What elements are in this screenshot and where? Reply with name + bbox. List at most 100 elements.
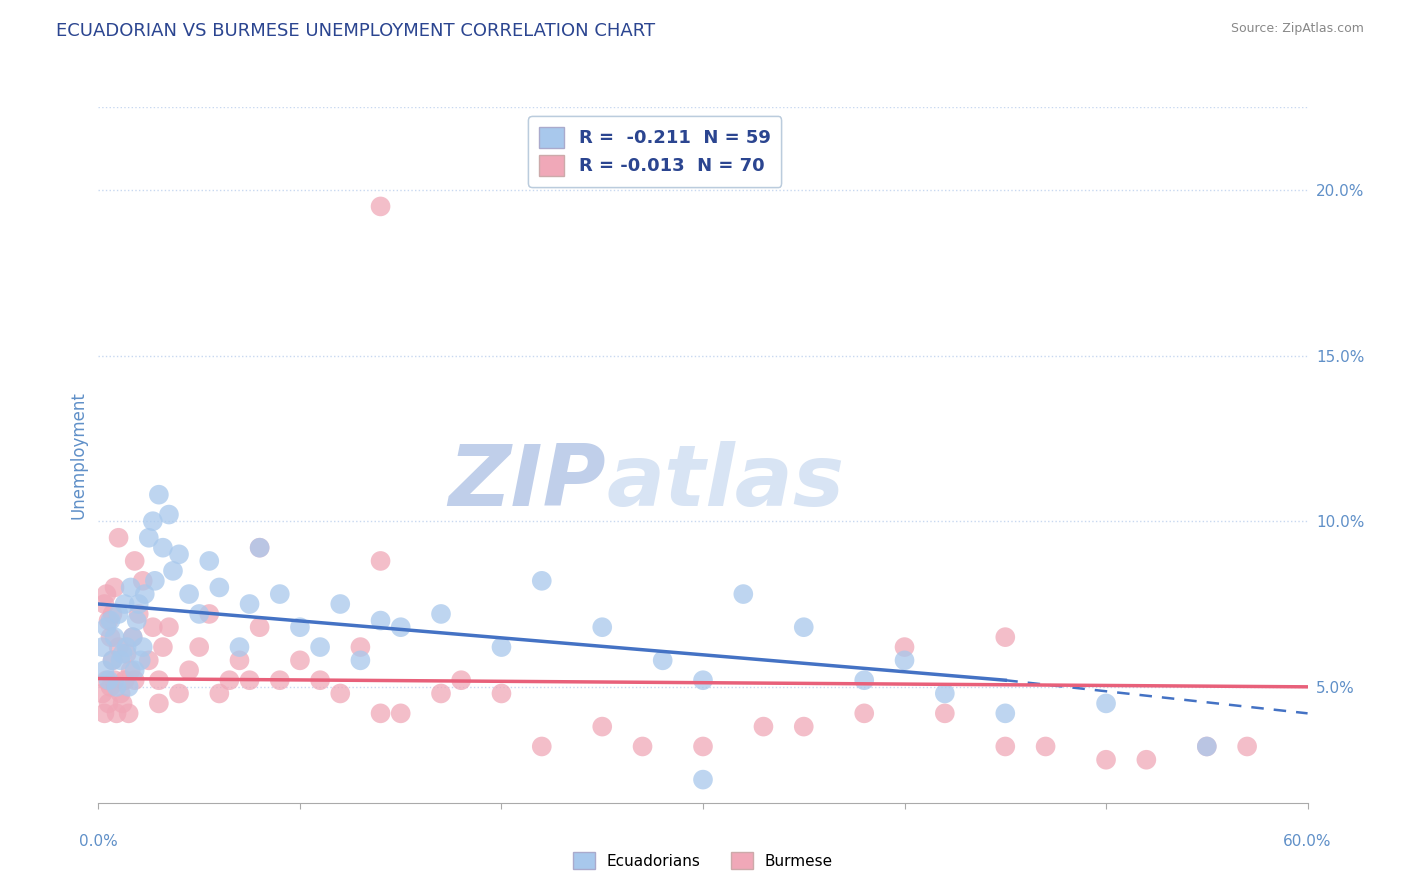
- Point: [101, 607, 124, 621]
- Point: [288, 620, 311, 634]
- Point: [167, 547, 190, 561]
- Point: [132, 640, 155, 654]
- Point: [370, 614, 392, 628]
- Legend: Ecuadorians, Burmese: Ecuadorians, Burmese: [567, 846, 839, 875]
- Point: [128, 607, 150, 621]
- Point: [370, 554, 392, 568]
- Point: [1095, 753, 1118, 767]
- Point: [793, 620, 815, 634]
- Point: [1195, 739, 1218, 754]
- Point: [97, 614, 120, 628]
- Point: [157, 620, 180, 634]
- Point: [692, 739, 714, 754]
- Point: [96, 620, 118, 634]
- Point: [430, 686, 453, 700]
- Point: [110, 686, 132, 700]
- Point: [107, 531, 129, 545]
- Text: 0.0%: 0.0%: [79, 834, 118, 849]
- Point: [239, 597, 262, 611]
- Point: [120, 581, 142, 595]
- Point: [450, 673, 472, 688]
- Point: [111, 647, 134, 661]
- Point: [1236, 739, 1258, 754]
- Point: [101, 653, 124, 667]
- Point: [893, 640, 915, 654]
- Point: [389, 706, 412, 721]
- Text: atlas: atlas: [606, 442, 845, 524]
- Point: [110, 653, 132, 667]
- Point: [100, 630, 122, 644]
- Point: [198, 607, 221, 621]
- Point: [148, 697, 170, 711]
- Point: [93, 663, 115, 677]
- Point: [793, 720, 815, 734]
- Point: [111, 697, 134, 711]
- Point: [853, 673, 876, 688]
- Point: [893, 653, 915, 667]
- Point: [591, 720, 613, 734]
- Point: [103, 630, 125, 644]
- Point: [179, 663, 201, 677]
- Point: [179, 587, 201, 601]
- Point: [96, 673, 118, 688]
- Point: [114, 597, 136, 611]
- Point: [157, 508, 180, 522]
- Point: [138, 653, 160, 667]
- Point: [269, 587, 291, 601]
- Point: [107, 607, 129, 621]
- Point: [132, 574, 155, 588]
- Point: [692, 772, 714, 787]
- Point: [103, 673, 125, 688]
- Point: [651, 653, 673, 667]
- Point: [148, 488, 170, 502]
- Point: [128, 597, 150, 611]
- Point: [198, 554, 221, 568]
- Point: [1135, 753, 1157, 767]
- Point: [120, 663, 142, 677]
- Point: [530, 574, 553, 588]
- Point: [124, 663, 146, 677]
- Point: [208, 686, 231, 700]
- Point: [107, 640, 129, 654]
- Point: [96, 587, 118, 601]
- Point: [188, 640, 211, 654]
- Point: [100, 680, 122, 694]
- Point: [97, 673, 120, 688]
- Point: [101, 653, 124, 667]
- Point: [631, 739, 654, 754]
- Point: [994, 706, 1017, 721]
- Text: ZIP: ZIP: [449, 442, 606, 524]
- Point: [115, 647, 138, 661]
- Point: [100, 614, 122, 628]
- Point: [121, 630, 143, 644]
- Point: [143, 574, 166, 588]
- Point: [994, 630, 1017, 644]
- Point: [93, 597, 115, 611]
- Point: [349, 640, 371, 654]
- Text: ECUADORIAN VS BURMESE UNEMPLOYMENT CORRELATION CHART: ECUADORIAN VS BURMESE UNEMPLOYMENT CORRE…: [56, 22, 655, 40]
- Text: Source: ZipAtlas.com: Source: ZipAtlas.com: [1230, 22, 1364, 36]
- Point: [288, 653, 311, 667]
- Point: [129, 653, 152, 667]
- Point: [134, 587, 156, 601]
- Point: [309, 640, 332, 654]
- Legend: R =  -0.211  N = 59, R = -0.013  N = 70: R = -0.211 N = 59, R = -0.013 N = 70: [529, 116, 782, 186]
- Point: [228, 653, 250, 667]
- Point: [994, 739, 1017, 754]
- Point: [1095, 697, 1118, 711]
- Point: [269, 673, 291, 688]
- Point: [430, 607, 453, 621]
- Point: [389, 620, 412, 634]
- Point: [105, 706, 128, 721]
- Point: [329, 686, 352, 700]
- Point: [152, 541, 174, 555]
- Point: [1195, 739, 1218, 754]
- Point: [103, 581, 125, 595]
- Point: [148, 673, 170, 688]
- Point: [93, 706, 115, 721]
- Point: [491, 686, 513, 700]
- Point: [692, 673, 714, 688]
- Point: [853, 706, 876, 721]
- Point: [934, 706, 956, 721]
- Point: [114, 673, 136, 688]
